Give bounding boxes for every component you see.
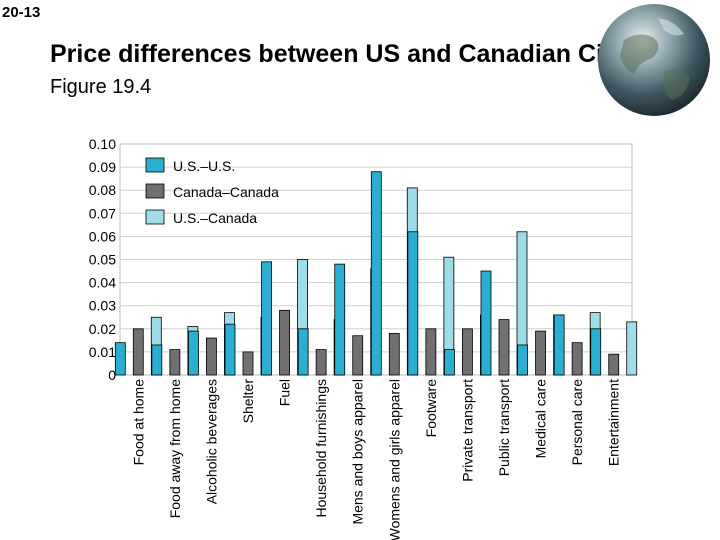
bar-1 <box>188 330 199 376</box>
bar-1 <box>297 328 309 376</box>
legend-label: U.S.–U.S. <box>173 158 235 174</box>
bar-2 <box>388 333 400 376</box>
figure-caption: Figure 19.4 <box>50 76 152 98</box>
y-tick-label: 0.04 <box>89 275 116 291</box>
x-tick-label: Womens and girls apparel <box>386 379 402 540</box>
bar-2 <box>352 335 364 376</box>
y-tick-label: 0 <box>108 367 116 383</box>
x-tick-label: Medical care <box>533 379 549 459</box>
bar-1 <box>444 349 455 376</box>
bar-2 <box>169 349 181 376</box>
bar-2 <box>571 342 583 376</box>
x-tick-label: Food away from home <box>167 379 183 518</box>
legend-swatch <box>145 209 165 225</box>
bar-1 <box>370 171 382 376</box>
x-tick-label: Public transport <box>496 379 512 476</box>
bar-2 <box>242 351 254 376</box>
legend-swatch <box>145 183 165 199</box>
bar-3 <box>626 321 638 376</box>
x-tick-label: Alcoholic beverages <box>203 379 219 504</box>
x-tick-label: Footware <box>423 379 439 438</box>
bar-1 <box>407 231 419 376</box>
bar-2 <box>132 328 144 376</box>
y-tick-label: 0.06 <box>89 228 116 244</box>
bar-2 <box>462 328 473 376</box>
bar-2 <box>425 328 437 376</box>
slide-number: 20-13 <box>2 4 41 21</box>
y-tick-label: 0.01 <box>89 344 116 360</box>
y-tick-label: 0.09 <box>89 159 116 175</box>
slide-title: Price differences between US and Canadia… <box>50 40 653 68</box>
legend-swatch <box>145 157 165 173</box>
globe-icon <box>598 4 710 116</box>
x-tick-label: Personal care <box>569 379 585 466</box>
x-tick-label: Food at home <box>130 379 146 466</box>
bar-1 <box>480 270 492 376</box>
y-tick-label: 0.07 <box>89 205 116 221</box>
x-tick-label: Entertainment <box>606 379 622 466</box>
bar-1 <box>114 342 126 376</box>
y-tick-label: 0.05 <box>89 252 116 268</box>
x-tick-label: Fuel <box>277 379 293 406</box>
bar-2 <box>498 319 510 376</box>
bar-2 <box>315 349 327 376</box>
x-tick-label: Household furnishings <box>313 379 329 518</box>
x-tick-label: Shelter <box>240 379 256 424</box>
y-tick-label: 0.02 <box>89 321 116 337</box>
y-tick-label: 0.08 <box>89 182 116 198</box>
bar-2 <box>279 309 290 376</box>
legend-label: Canada–Canada <box>173 184 279 200</box>
bar-1 <box>151 344 163 376</box>
bar-1 <box>334 263 346 376</box>
bar-2 <box>608 353 620 376</box>
x-tick-label: Private transport <box>459 379 475 482</box>
bar-2 <box>206 337 217 376</box>
y-tick-label: 0.10 <box>89 136 116 152</box>
bar-1 <box>517 344 528 376</box>
y-tick-label: 0.03 <box>89 298 116 314</box>
bar-1 <box>261 261 272 376</box>
bar-1 <box>553 314 565 376</box>
legend-label: U.S.–Canada <box>173 210 257 226</box>
bar-2 <box>535 330 546 376</box>
bar-1 <box>224 323 236 376</box>
x-tick-label: Mens and boys apparel <box>350 379 366 525</box>
bar-1 <box>590 328 602 376</box>
